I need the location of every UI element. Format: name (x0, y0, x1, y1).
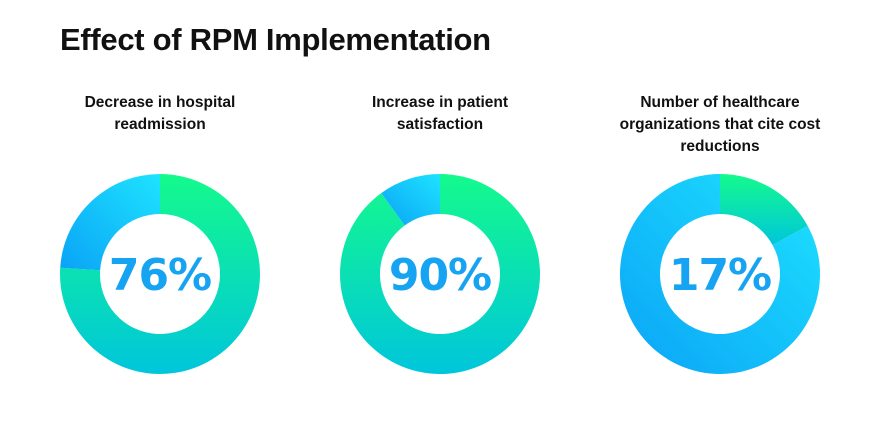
chart-title: Increase in patient satisfaction (371, 94, 509, 133)
donut-segment-remainder (620, 174, 820, 374)
donut-segment-remainder (381, 174, 440, 226)
donut-chart: 17% (620, 174, 820, 374)
donut-chart: 76% (60, 174, 260, 374)
percent-label: 90% (389, 250, 491, 301)
donut-chart: 90% (340, 174, 540, 374)
page-title: Effect of RPM Implementation (60, 22, 491, 57)
donut-segment-value (60, 174, 260, 374)
percent-label: 76% (109, 250, 211, 301)
percent-label: 17% (669, 250, 771, 301)
chart-title: Number of healthcare organizations that … (619, 94, 821, 155)
chart-title: Decrease in hospital readmission (84, 94, 236, 133)
donut-segment-remainder (60, 174, 160, 271)
donut-segment-value (340, 174, 540, 374)
chart-panel-cost-reductions: Number of healthcare organizations that … (600, 92, 840, 374)
donut-segment-value (720, 174, 808, 246)
chart-panel-readmission: Decrease in hospital readmission 76% (40, 92, 280, 374)
chart-panel-satisfaction: Increase in patient satisfaction 90% (320, 92, 560, 374)
